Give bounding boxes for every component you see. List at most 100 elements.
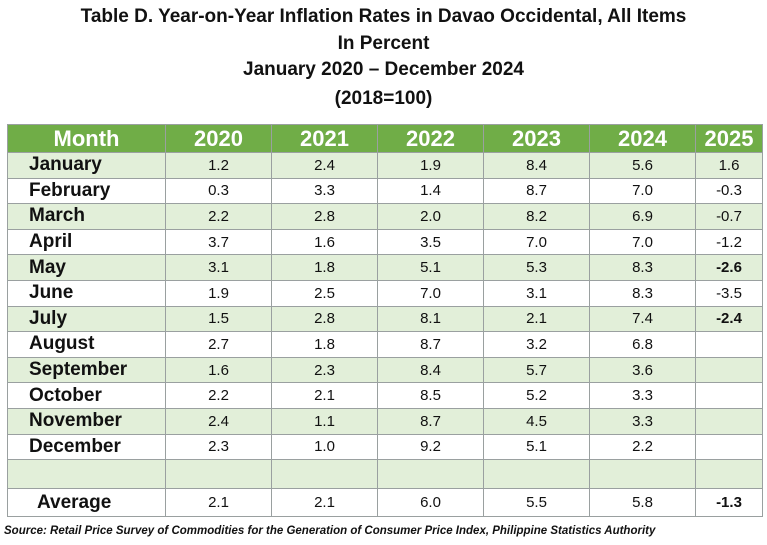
value-cell: 7.4 [589, 305, 696, 333]
value-cell: 1.6 [165, 356, 272, 384]
table-row: November 2.4 1.1 8.7 4.5 3.3 [7, 407, 763, 435]
value-cell: 8.4 [483, 152, 590, 179]
value-cell: 6.9 [589, 203, 696, 230]
header-2025: 2025 [695, 124, 763, 153]
value-cell: 2.5 [271, 279, 378, 307]
value-cell: 3.6 [589, 356, 696, 384]
value-cell [695, 331, 763, 358]
title-line-3: January 2020 – December 2024 [243, 59, 524, 80]
value-cell: 1.4 [377, 177, 484, 205]
empty-cell [483, 459, 590, 490]
value-cell: -2.4 [695, 305, 763, 333]
month-cell: November [7, 407, 166, 435]
value-cell: 1.1 [271, 407, 378, 435]
table-row: May 3.1 1.8 5.1 5.3 8.3 -2.6 [7, 254, 763, 281]
empty-cell [271, 459, 378, 490]
month-cell: August [7, 331, 166, 358]
value-cell: -2.6 [695, 254, 763, 281]
value-cell: 3.7 [165, 228, 272, 256]
value-cell: 1.5 [165, 305, 272, 333]
value-cell: -1.2 [695, 228, 763, 256]
table-row: March 2.2 2.8 2.0 8.2 6.9 -0.7 [7, 203, 763, 230]
value-cell [695, 356, 763, 384]
month-cell: October [7, 382, 166, 409]
source-note: Source: Retail Price Survey of Commoditi… [4, 525, 656, 537]
value-cell: 2.3 [165, 433, 272, 461]
value-cell: 2.4 [165, 407, 272, 435]
value-cell: 2.4 [271, 152, 378, 179]
value-cell: 8.3 [589, 279, 696, 307]
value-cell: 6.8 [589, 331, 696, 358]
value-cell: 3.2 [483, 331, 590, 358]
table-row: June 1.9 2.5 7.0 3.1 8.3 -3.5 [7, 279, 763, 307]
value-cell: 2.1 [271, 382, 378, 409]
value-cell: 3.3 [271, 177, 378, 205]
value-cell: 8.1 [377, 305, 484, 333]
value-cell: 5.1 [483, 433, 590, 461]
value-cell: 5.1 [377, 254, 484, 281]
table-row: August 2.7 1.8 8.7 3.2 6.8 [7, 331, 763, 358]
value-cell: 2.8 [271, 305, 378, 333]
value-cell: 1.9 [377, 152, 484, 179]
value-cell: 8.5 [377, 382, 484, 409]
value-cell: -3.5 [695, 279, 763, 307]
value-cell: 2.2 [165, 382, 272, 409]
value-cell: 2.2 [165, 203, 272, 230]
value-cell [695, 382, 763, 409]
value-cell: 8.3 [589, 254, 696, 281]
value-cell: 3.3 [589, 382, 696, 409]
value-cell: 5.7 [483, 356, 590, 384]
empty-cell [589, 459, 696, 490]
table-row: July 1.5 2.8 8.1 2.1 7.4 -2.4 [7, 305, 763, 333]
title-line-2: In Percent [337, 33, 430, 54]
value-cell: 5.3 [483, 254, 590, 281]
value-cell: 8.7 [483, 177, 590, 205]
value-cell [695, 407, 763, 435]
value-cell: 8.7 [377, 331, 484, 358]
value-cell: 5.6 [589, 152, 696, 179]
value-cell: 2.8 [271, 203, 378, 230]
value-cell: 8.7 [377, 407, 484, 435]
empty-cell [7, 459, 166, 490]
month-cell: June [7, 279, 166, 307]
header-2022: 2022 [377, 124, 484, 153]
table-row: January 1.2 2.4 1.9 8.4 5.6 1.6 [7, 152, 763, 179]
value-cell: 2.1 [483, 305, 590, 333]
empty-cell [165, 459, 272, 490]
value-cell: 1.8 [271, 331, 378, 358]
value-cell: 2.2 [589, 433, 696, 461]
average-cell: 2.1 [271, 488, 378, 518]
table-row: April 3.7 1.6 3.5 7.0 7.0 -1.2 [7, 228, 763, 256]
value-cell: 1.0 [271, 433, 378, 461]
value-cell: 7.0 [377, 279, 484, 307]
table-row: February 0.3 3.3 1.4 8.7 7.0 -0.3 [7, 177, 763, 205]
table-row: September 1.6 2.3 8.4 5.7 3.6 [7, 356, 763, 384]
average-cell: 5.8 [589, 488, 696, 518]
month-cell: January [7, 152, 166, 179]
inflation-table: Month 2020 2021 2022 2023 2024 2025 Janu… [7, 124, 763, 518]
average-row: Average 2.1 2.1 6.0 5.5 5.8 -1.3 [7, 488, 763, 518]
title-line-4: (2018=100) [334, 88, 433, 109]
value-cell: 0.3 [165, 177, 272, 205]
value-cell: 7.0 [483, 228, 590, 256]
month-cell: February [7, 177, 166, 205]
empty-cell [695, 459, 763, 490]
value-cell: 1.9 [165, 279, 272, 307]
value-cell: 1.8 [271, 254, 378, 281]
average-cell: 5.5 [483, 488, 590, 518]
header-2023: 2023 [483, 124, 590, 153]
table-row: December 2.3 1.0 9.2 5.1 2.2 [7, 433, 763, 461]
average-cell: -1.3 [695, 488, 763, 518]
average-label: Average [7, 488, 166, 518]
value-cell: 7.0 [589, 228, 696, 256]
header-month: Month [7, 124, 166, 153]
empty-cell [377, 459, 484, 490]
month-cell: September [7, 356, 166, 384]
value-cell: 2.7 [165, 331, 272, 358]
value-cell: 3.3 [589, 407, 696, 435]
value-cell: 3.5 [377, 228, 484, 256]
value-cell: 5.2 [483, 382, 590, 409]
month-cell: December [7, 433, 166, 461]
value-cell: 1.2 [165, 152, 272, 179]
value-cell: 4.5 [483, 407, 590, 435]
